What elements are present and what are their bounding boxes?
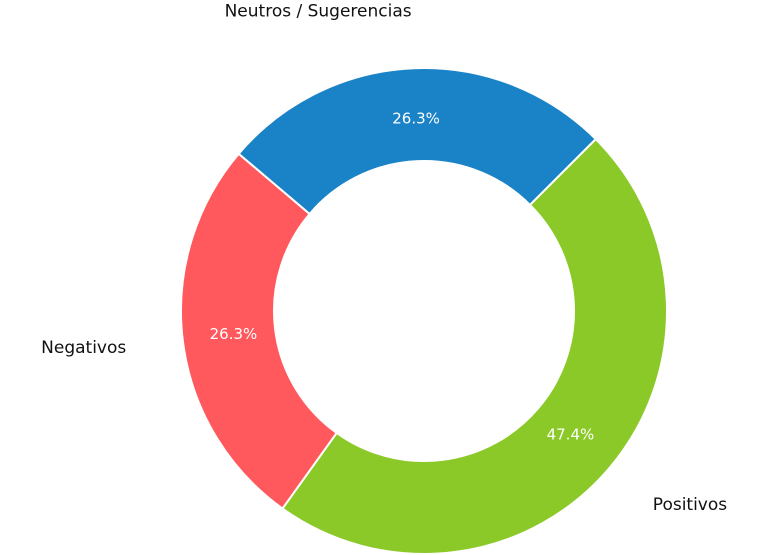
slice	[281, 137, 668, 555]
slice	[237, 67, 598, 216]
slice	[180, 152, 339, 510]
category-label: Neutros / Sugerencias	[225, 1, 412, 21]
value-label: 26.3%	[210, 325, 258, 343]
value-label: 26.3%	[392, 110, 440, 128]
category-label: Positivos	[653, 495, 727, 515]
category-label: Negativos	[41, 338, 126, 358]
value-label: 47.4%	[547, 426, 595, 444]
